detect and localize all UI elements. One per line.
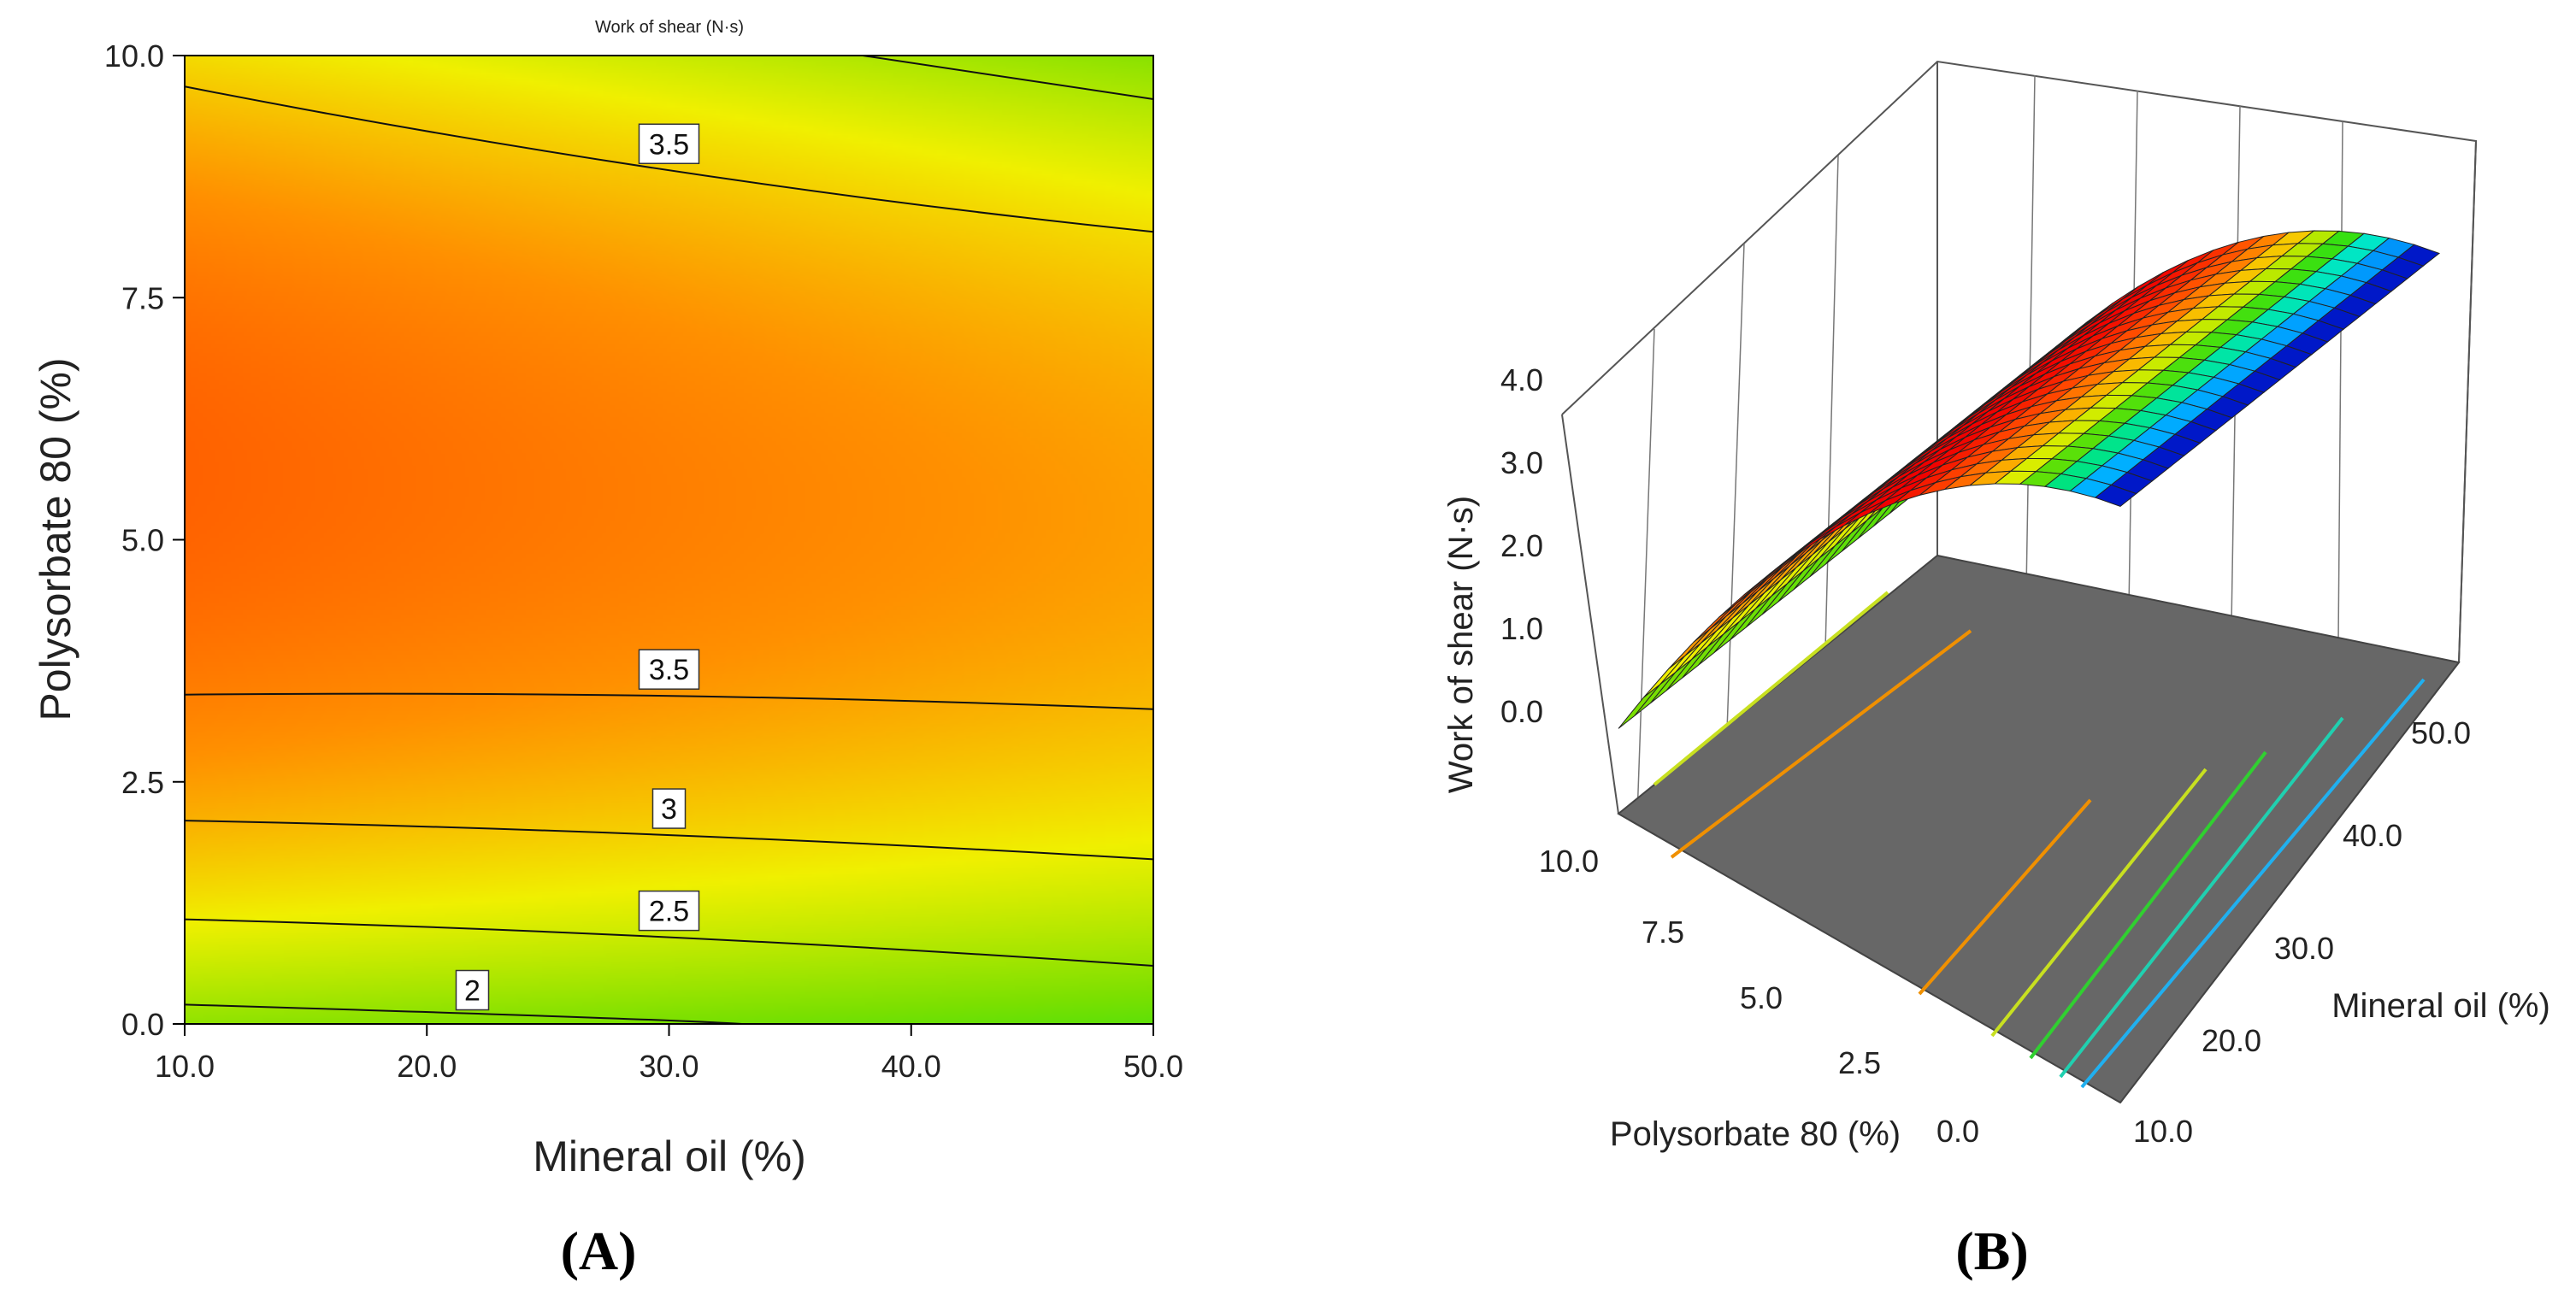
floor-plane xyxy=(1617,554,2461,1104)
panel-label-b: (B) xyxy=(1955,1221,2028,1281)
x-axis-label-3d: Polysorbate 80 (%) xyxy=(1610,1115,1901,1153)
x-axis-label: Mineral oil (%) xyxy=(533,1132,806,1180)
contour-line xyxy=(185,85,1153,233)
contour-label: 2 xyxy=(464,975,480,1008)
z-axis: 0.0 1.0 2.0 3.0 4.0 xyxy=(1500,362,1543,729)
y-tick-label: 5.0 xyxy=(121,523,164,558)
x-tick-label-3d: 0.0 xyxy=(1936,1114,1979,1149)
x-tick-label-3d: 7.5 xyxy=(1642,915,1684,950)
x-tick-label: 40.0 xyxy=(881,1049,941,1084)
y-tick-label-3d: 40.0 xyxy=(2343,818,2402,853)
x-tick-label-3d: 10.0 xyxy=(1539,844,1599,879)
contour-line xyxy=(185,918,1153,968)
contour-label-box xyxy=(455,969,490,1011)
y-tick-label-3d: 50.0 xyxy=(2411,715,2471,750)
z-tick-label: 0.0 xyxy=(1500,694,1543,729)
x-tick-label: 20.0 xyxy=(397,1049,457,1084)
contour-line xyxy=(862,56,1153,100)
panel-label-a: (A) xyxy=(561,1221,637,1281)
panel-b: 0.0 1.0 2.0 3.0 4.0 10.0 7.5 5.0 2.5 0.0 10.0 20.… xyxy=(1442,60,2550,1281)
contour-label-box xyxy=(638,890,700,932)
contour-label: 2.5 xyxy=(649,896,689,928)
contour-labels: 2 2.5 3 3.5 3.5 xyxy=(455,123,700,1011)
contour-line xyxy=(185,820,1153,861)
x-tick-label: 10.0 xyxy=(155,1049,215,1084)
x-tick-label-3d: 2.5 xyxy=(1838,1045,1881,1080)
y-axis-3d: 10.0 20.0 30.0 40.0 50.0 xyxy=(2133,715,2471,1149)
response-surface xyxy=(1618,230,2441,729)
heatmap-fill xyxy=(185,56,1153,1024)
y-tick-label-3d: 20.0 xyxy=(2202,1023,2261,1058)
contour-label: 3.5 xyxy=(649,128,689,161)
chart-title: Work of shear (N·s) xyxy=(595,18,744,37)
x-tick-label-3d: 5.0 xyxy=(1740,980,1783,1015)
surface-cell xyxy=(1618,685,1660,729)
y-axis-label-3d: Mineral oil (%) xyxy=(2331,987,2550,1025)
contour-label: 3.5 xyxy=(649,654,689,686)
y-tick-label: 7.5 xyxy=(121,280,164,315)
back-wall-grid xyxy=(1636,74,2343,817)
panel-a: 2 2.5 3 3.5 3.5 10.0 20.0 30.0 40.0 50.0 0.0 2.5 5… xyxy=(32,18,1183,1281)
surface-cell xyxy=(1634,672,1676,716)
y-tick-label: 2.5 xyxy=(121,765,164,800)
x-tick-label: 30.0 xyxy=(639,1049,699,1084)
contour-line xyxy=(185,692,1153,710)
x-axis: 10.0 20.0 30.0 40.0 50.0 xyxy=(155,1024,1183,1084)
z-tick-label: 3.0 xyxy=(1500,445,1543,480)
y-axis-label: Polysorbate 80 (%) xyxy=(32,357,80,721)
x-tick-label: 50.0 xyxy=(1123,1049,1183,1084)
z-axis-label: Work of shear (N·s) xyxy=(1442,496,1480,793)
floor-contours xyxy=(1653,591,2426,1089)
z-tick-label: 2.0 xyxy=(1500,528,1543,563)
contour-line xyxy=(185,1003,742,1024)
y-tick-label-3d: 30.0 xyxy=(2274,931,2334,966)
contour-label-box xyxy=(638,649,700,690)
z-tick-label: 1.0 xyxy=(1500,611,1543,646)
contour-label-box xyxy=(638,123,700,165)
y-tick-label: 0.0 xyxy=(121,1007,164,1042)
z-tick-label: 4.0 xyxy=(1500,362,1543,397)
contour-lines xyxy=(185,56,1153,1024)
y-axis: 0.0 2.5 5.0 7.5 10.0 xyxy=(104,38,185,1042)
x-axis-3d: 10.0 7.5 5.0 2.5 0.0 xyxy=(1539,844,1979,1149)
contour-label: 3 xyxy=(661,793,677,826)
contour-label-box xyxy=(651,788,687,829)
y-tick-label-3d: 10.0 xyxy=(2133,1114,2193,1149)
y-tick-label: 10.0 xyxy=(104,38,164,74)
